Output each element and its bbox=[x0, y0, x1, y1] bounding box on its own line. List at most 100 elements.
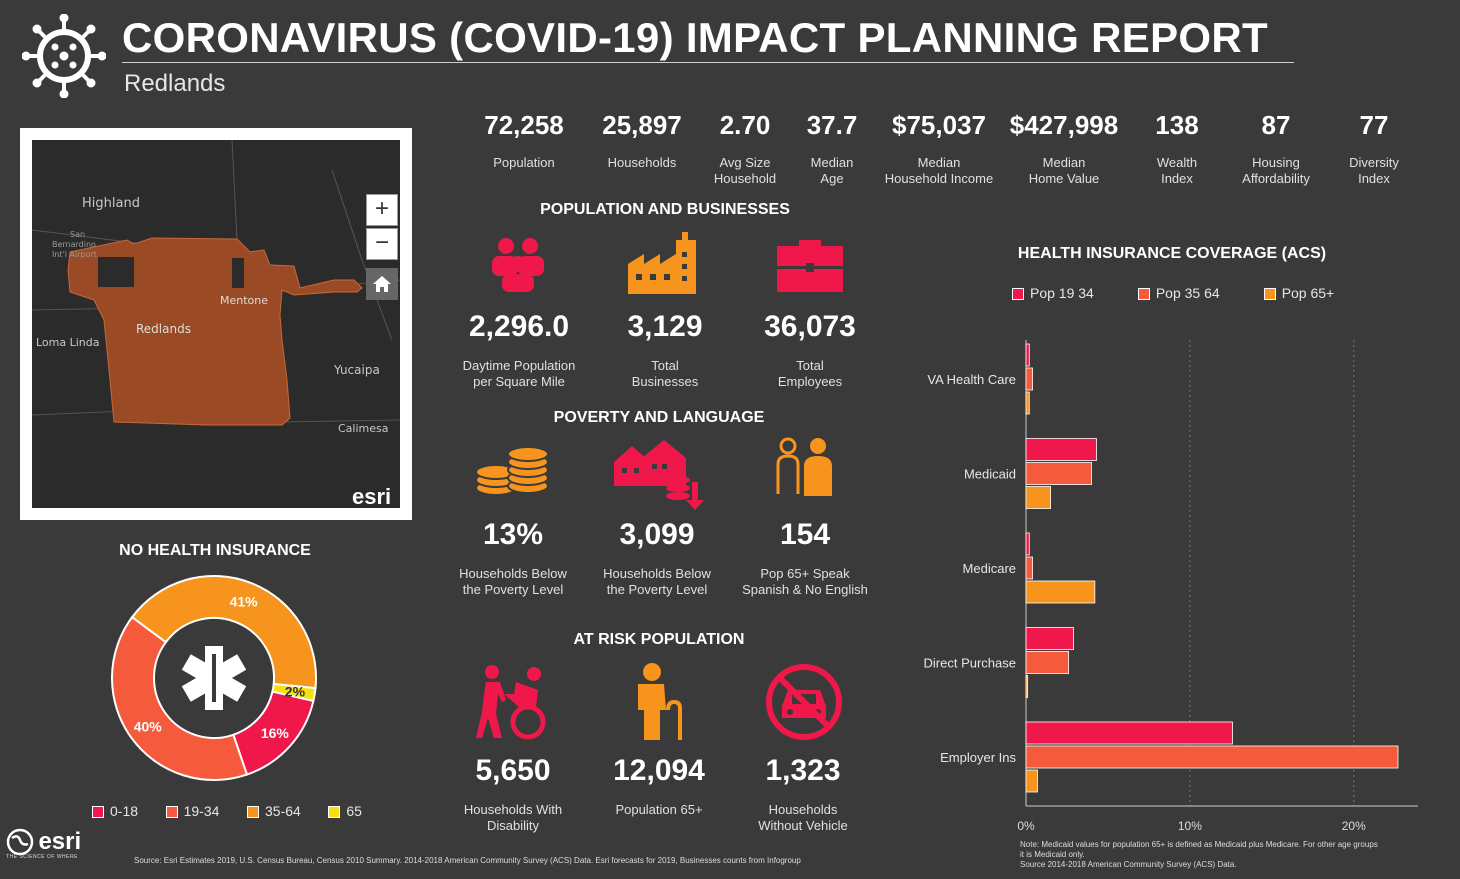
bar[interactable] bbox=[1025, 391, 1030, 415]
map-label-mentone: Mentone bbox=[220, 294, 269, 307]
bar[interactable] bbox=[1025, 651, 1070, 674]
category-label: VA Health Care bbox=[927, 372, 1016, 387]
donut-slice-label: 41% bbox=[230, 594, 259, 610]
bar-legend: Pop 19 34 Pop 35 64 Pop 65+ bbox=[1012, 285, 1372, 301]
bar[interactable] bbox=[1025, 769, 1038, 793]
caption-line: Population 65+ bbox=[615, 802, 703, 817]
indicator-value: 12,094 bbox=[613, 754, 705, 787]
map-view[interactable]: Highland San Bernardino Int'l Airport Me… bbox=[32, 140, 400, 508]
caption-line: Households bbox=[768, 802, 838, 817]
legend-swatch bbox=[165, 806, 178, 819]
bar[interactable] bbox=[1025, 556, 1033, 580]
legend-swatch bbox=[247, 806, 259, 819]
stat-label: Housing Affordability bbox=[1222, 155, 1330, 187]
stat-tile: 2.70 Avg Size Household bbox=[700, 110, 790, 187]
bar[interactable] bbox=[1025, 343, 1030, 367]
legend-label: Pop 35 64 bbox=[1155, 285, 1220, 301]
caption-line: the Poverty Level bbox=[606, 582, 708, 597]
zoom-out-button[interactable]: − bbox=[366, 228, 398, 260]
bar-chart-title: HEALTH INSURANCE COVERAGE (ACS) bbox=[1017, 245, 1327, 262]
legend-swatch bbox=[1263, 288, 1276, 301]
bar[interactable] bbox=[1025, 627, 1074, 650]
indicator-value: 3,099 bbox=[619, 518, 695, 551]
note-line: Source 2014-2018 American Community Surv… bbox=[1020, 860, 1237, 869]
indicator: 36,073 Total Employees bbox=[735, 310, 885, 390]
bar-legend-item: Pop 35 64 bbox=[1137, 285, 1220, 301]
stat-value: 72,258 bbox=[484, 110, 564, 140]
legend-swatch bbox=[328, 806, 341, 819]
map-canvas bbox=[32, 140, 400, 426]
home-icon bbox=[373, 276, 391, 292]
map-panel[interactable]: Highland San Bernardino Int'l Airport Me… bbox=[20, 128, 412, 520]
stat-tile: 25,897 Households bbox=[582, 110, 702, 171]
indicator: 12,094 Population 65+ bbox=[584, 754, 734, 818]
indicator-caption: Households Without Vehicle bbox=[728, 802, 878, 834]
stat-label-line: Household Income bbox=[884, 171, 994, 186]
redlands-boundary[interactable] bbox=[67, 237, 363, 426]
pop-biz-title: POPULATION AND BUSINESSES bbox=[540, 201, 790, 218]
category-label: Direct Purchase bbox=[924, 656, 1016, 671]
stat-label-line: Households bbox=[607, 155, 677, 170]
poverty-title: POVERTY AND LANGUAGE bbox=[553, 409, 765, 426]
donut-slice-label: 2% bbox=[285, 683, 306, 699]
bar-legend-item: Pop 19 34 bbox=[1012, 285, 1094, 301]
caption-line: Businesses bbox=[631, 374, 699, 389]
indicator-caption: Population 65+ bbox=[584, 802, 734, 818]
indicator-value: 3,129 bbox=[627, 310, 703, 343]
map-label-redlands: Redlands bbox=[136, 322, 191, 336]
bar[interactable] bbox=[1025, 438, 1097, 461]
stat-label: Median Household Income bbox=[874, 155, 1004, 187]
home-button[interactable] bbox=[366, 268, 398, 300]
donut-legend-item: 19-34 bbox=[165, 803, 219, 819]
stat-tile: $75,037 Median Household Income bbox=[874, 110, 1004, 187]
esri-tagline: THE SCIENCE OF WHERE bbox=[6, 854, 78, 860]
map-label-calimesa: Calimesa bbox=[338, 422, 389, 435]
caption-line: Spanish & No English bbox=[742, 582, 868, 597]
legend-label: 0-18 bbox=[110, 803, 139, 819]
map-label-airport: San bbox=[70, 230, 86, 239]
at-risk-title: AT RISK POPULATION bbox=[573, 631, 745, 648]
map-label-yucaipa: Yucaipa bbox=[334, 363, 380, 377]
zoom-in-button[interactable]: + bbox=[366, 194, 398, 226]
caption-line: Total bbox=[651, 358, 679, 373]
title-divider bbox=[122, 62, 1294, 63]
bar[interactable] bbox=[1025, 721, 1233, 745]
indicator-caption: Households Below the Poverty Level bbox=[582, 566, 732, 598]
donut-legend-item: 0-18 bbox=[92, 803, 138, 819]
bar[interactable] bbox=[1025, 486, 1051, 509]
donut-legend-item: 35-64 bbox=[247, 803, 301, 819]
bar[interactable] bbox=[1025, 745, 1399, 769]
bar[interactable] bbox=[1025, 580, 1096, 604]
caption-line: Daytime Population bbox=[462, 358, 576, 373]
indicator: 1,323 Households Without Vehicle bbox=[728, 754, 878, 834]
stat-tile: $427,998 Median Home Value bbox=[1000, 110, 1128, 187]
stat-tile: 77 Diversity Index bbox=[1322, 110, 1426, 187]
bar[interactable] bbox=[1025, 532, 1030, 556]
caption-line: Pop 65+ Speak bbox=[760, 566, 850, 581]
bar[interactable] bbox=[1025, 367, 1033, 391]
chart-note: Note: Medicaid values for population 65+… bbox=[1020, 840, 1450, 870]
caption-line: Total bbox=[796, 358, 824, 373]
stat-label: Population bbox=[462, 155, 586, 171]
indicator: 2,296.0 Daytime Population per Square Mile bbox=[444, 310, 594, 390]
stat-label-line: Age bbox=[820, 171, 844, 186]
indicator: 154 Pop 65+ Speak Spanish & No English bbox=[730, 518, 880, 598]
no-insurance-donut: 16% 40% 41% 2% bbox=[111, 575, 317, 781]
stat-label-line: Median bbox=[810, 155, 854, 170]
indicator: 13% Households Below the Poverty Level bbox=[438, 518, 588, 598]
stat-tile: 72,258 Population bbox=[462, 110, 586, 171]
x-tick-label: 10% bbox=[1178, 819, 1202, 833]
stat-value: 77 bbox=[1359, 110, 1389, 140]
legend-label: 65 bbox=[346, 803, 362, 819]
note-line: Note: Medicaid values for population 65+… bbox=[1020, 840, 1378, 849]
stat-tile: 87 Housing Affordability bbox=[1222, 110, 1330, 187]
indicator-value: 1,323 bbox=[765, 754, 841, 787]
bar[interactable] bbox=[1025, 462, 1092, 485]
stat-value: 37.7 bbox=[806, 110, 858, 140]
donut-slice[interactable] bbox=[130, 575, 317, 690]
stat-value: 2.70 bbox=[719, 110, 771, 140]
donut-slice[interactable] bbox=[111, 615, 249, 781]
bar[interactable] bbox=[1025, 675, 1029, 698]
globe-icon bbox=[6, 828, 34, 856]
donut-slice[interactable] bbox=[271, 682, 317, 703]
